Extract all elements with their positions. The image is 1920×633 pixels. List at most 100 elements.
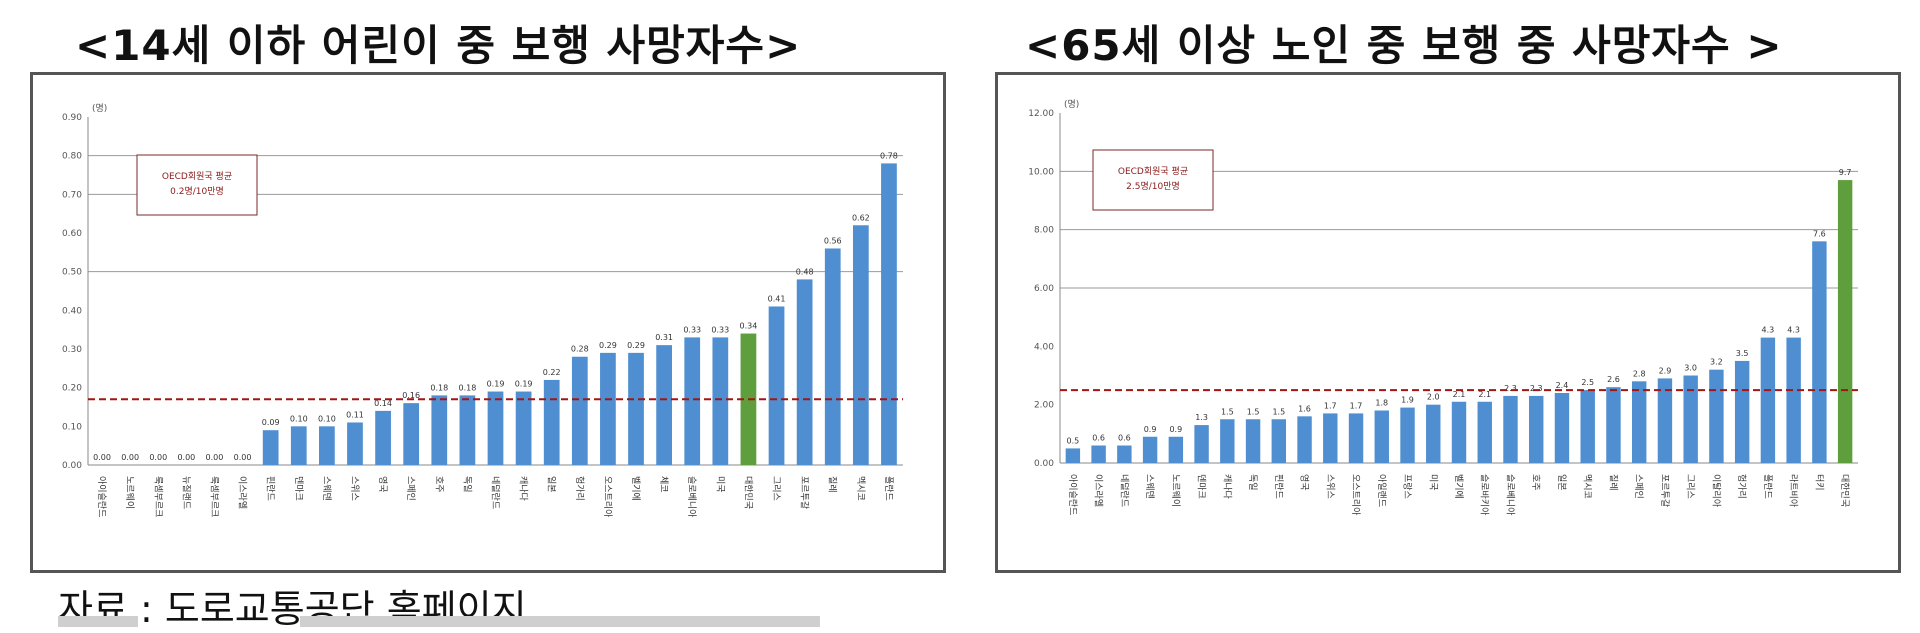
category-label: 폴란드 [883, 476, 895, 501]
y-tick-label: 0.00 [62, 461, 82, 471]
y-tick-label: 10.00 [1028, 167, 1054, 177]
data-label: 0.09 [262, 418, 280, 427]
category-label: 칠레 [827, 476, 838, 493]
cut-off-text-fragment [300, 616, 820, 627]
bar [852, 225, 869, 465]
y-tick-label: 0.70 [62, 190, 82, 200]
category-label: 스웨덴 [1144, 474, 1156, 499]
category-label: 오스트리아 [1350, 474, 1361, 516]
bar [1142, 436, 1158, 463]
y-tick-label: 8.00 [1034, 226, 1054, 236]
bar [1837, 180, 1853, 463]
category-label: 독일 [461, 476, 472, 493]
bar [1348, 413, 1364, 463]
oecd-average-box [136, 154, 258, 216]
data-label: 0.14 [374, 399, 392, 408]
category-label: 멕시코 [855, 476, 866, 501]
category-label: 스페인 [405, 476, 416, 501]
data-label: 1.5 [1221, 407, 1234, 416]
data-label: 4.3 [1762, 326, 1775, 335]
category-label: 독일 [1247, 474, 1258, 491]
data-label: 0.5 [1067, 436, 1080, 445]
child-pedestrian-deaths-chart: 0.00 0.10 0.20 0.30 0.40 0.50 0.60 0.70 0.80 0.90… [30, 72, 946, 573]
category-label: 미국 [1427, 474, 1438, 491]
category-label: 슬로바키아 [1479, 474, 1490, 516]
bar [375, 410, 391, 465]
bar [684, 337, 701, 465]
data-label: 0.19 [487, 380, 505, 389]
category-label: 포르투갈 [1659, 474, 1670, 507]
data-label: 0.31 [655, 333, 673, 342]
data-label: 0.9 [1144, 425, 1157, 434]
bar [1812, 241, 1827, 463]
bar [656, 345, 672, 465]
bar [1091, 445, 1106, 463]
y-tick-label: 2.00 [1034, 401, 1054, 411]
y-tick-label: 0.90 [62, 113, 82, 123]
data-label: 2.3 [1530, 384, 1543, 393]
bar [262, 430, 279, 465]
data-label: 0.9 [1169, 425, 1182, 434]
data-label: 3.0 [1684, 364, 1697, 373]
y-tick-label: 0.40 [62, 306, 82, 316]
data-label: 0.29 [599, 341, 617, 350]
category-label: 프랑스 [1402, 474, 1414, 499]
data-label: 0.6 [1092, 434, 1105, 443]
bar [1065, 448, 1081, 463]
data-label: 2.8 [1633, 369, 1646, 378]
y-tick-label: 6.00 [1034, 284, 1054, 294]
category-label: 대한민국 [742, 476, 753, 509]
category-label: 그리스 [771, 476, 782, 501]
category-label: 룩셈부르크 [152, 476, 163, 517]
bar [1168, 436, 1184, 463]
bar [1709, 369, 1724, 463]
bar [319, 426, 335, 465]
bar [1323, 413, 1338, 463]
data-label: 4.3 [1787, 326, 1800, 335]
bar [403, 403, 420, 465]
category-label: 룩셈부르크 [208, 476, 219, 517]
bar [1220, 419, 1235, 463]
right-chart-title: <65세 이상 노인 중 보행 중 사망자수 > [1025, 21, 1783, 70]
left-chart-title: <14세 이하 어린이 중 보행 사망자수> [75, 21, 802, 70]
data-label: 0.10 [318, 414, 336, 423]
bar [1245, 419, 1261, 463]
data-label: 3.2 [1710, 358, 1723, 367]
category-label: 체코 [658, 476, 669, 493]
category-label: 노르웨이 [1170, 474, 1182, 507]
category-label: 헝가리 [574, 476, 585, 501]
y-tick-label: 0.00 [1034, 459, 1054, 469]
bar [1580, 390, 1595, 463]
data-label: 2.1 [1453, 390, 1466, 399]
data-label: 1.5 [1272, 407, 1285, 416]
category-label: 호주 [1530, 474, 1541, 491]
data-label: 1.8 [1375, 399, 1388, 408]
bar [1451, 401, 1467, 463]
category-label: 스위스 [349, 476, 360, 501]
data-label: 0.00 [149, 453, 167, 462]
oecd-average-label: 2.5명/10만명 [1126, 181, 1180, 192]
category-label: 뉴질랜드 [180, 476, 192, 509]
bar [796, 279, 813, 465]
bar [347, 422, 363, 465]
bar [824, 248, 841, 465]
category-label: 스웨덴 [321, 476, 333, 501]
data-label: 1.7 [1350, 401, 1363, 410]
y-tick-label: 4.00 [1034, 342, 1054, 352]
category-label: 캐나다 [518, 476, 529, 502]
bar [1297, 416, 1312, 463]
category-label: 핀란드 [1273, 474, 1285, 499]
data-label: 2.0 [1427, 393, 1440, 402]
bar [1374, 410, 1389, 463]
category-label: 스위스 [1324, 474, 1335, 499]
bar [1426, 404, 1441, 463]
category-label: 이스라엘 [237, 476, 248, 509]
bar [1683, 375, 1698, 463]
data-label: 9.7 [1839, 168, 1852, 177]
category-label: 이스라엘 [1093, 474, 1104, 507]
category-label: 네덜란드 [490, 476, 502, 509]
data-label: 0.00 [177, 453, 195, 462]
data-label: 0.56 [824, 236, 842, 245]
data-label: 0.18 [458, 383, 476, 392]
category-label: 아일랜드 [1376, 474, 1387, 507]
